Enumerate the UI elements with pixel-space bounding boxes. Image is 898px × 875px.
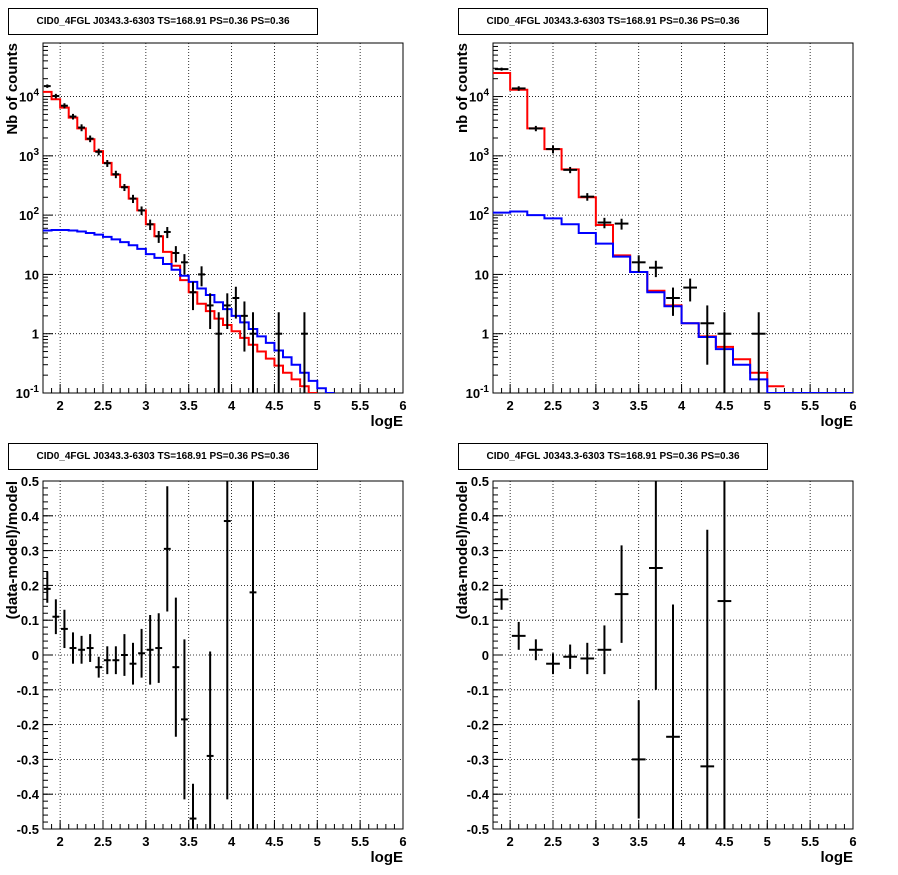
- x-tick-label: 6: [399, 834, 406, 849]
- y-tick-label: 0.3: [471, 544, 489, 559]
- y-tick-label: 104: [19, 88, 39, 105]
- y-tick-label: 10-1: [16, 384, 40, 401]
- x-tick-label: 3: [592, 834, 599, 849]
- plot-content: [493, 67, 853, 393]
- y-axis-label: nb of counts: [454, 43, 471, 133]
- y-tick-label: -0.3: [17, 752, 39, 767]
- y-tick-label: 0.2: [471, 578, 489, 593]
- y-tick-label: 10: [475, 267, 489, 282]
- x-tick-label: 5: [314, 398, 321, 413]
- x-tick-label: 3: [142, 834, 149, 849]
- y-tick-label: 0.5: [21, 474, 39, 489]
- chart-tr: 2 2.5 3 3.5 4 4.5 5 5.5 6 10-1 1 10 102 103 104 logE nb …: [454, 42, 857, 430]
- x-tick-label: 4: [228, 398, 236, 413]
- x-tick-label: 2.5: [544, 834, 562, 849]
- y-tick-label: 0.4: [471, 509, 490, 524]
- x-tick-label: 5: [764, 834, 771, 849]
- y-axis-label: (data-model)/model: [4, 481, 21, 619]
- x-axis-label: logE: [371, 413, 404, 430]
- plot-content: [43, 481, 257, 829]
- x-tick-label: 5.5: [351, 834, 369, 849]
- x-tick-label: 3: [142, 398, 149, 413]
- y-tick-label: 0.1: [471, 613, 489, 628]
- x-tick-label: 4: [228, 834, 236, 849]
- x-tick-label: 2: [57, 834, 64, 849]
- x-tick-label: 6: [399, 398, 406, 413]
- y-axis-label: Nb of counts: [4, 43, 21, 135]
- y-tick-label: -0.1: [467, 683, 489, 698]
- y-tick-label: 102: [469, 206, 489, 223]
- y-tick-label: 1: [32, 327, 39, 342]
- x-tick-label: 3.5: [630, 834, 648, 849]
- x-tick-label: 4.5: [265, 834, 283, 849]
- x-tick-label: 2.5: [544, 398, 562, 413]
- x-tick-label: 4.5: [715, 834, 733, 849]
- y-tick-label: 0.5: [471, 474, 489, 489]
- x-tick-label: 2: [507, 398, 514, 413]
- y-tick-label: 103: [469, 147, 489, 164]
- chart-title: CID0_4FGL J0343.3-6303 TS=168.91 PS=0.36…: [458, 443, 768, 470]
- x-tick-label: 2.5: [94, 398, 112, 413]
- y-tick-label: -0.3: [467, 752, 489, 767]
- chart-title: CID0_4FGL J0343.3-6303 TS=168.91 PS=0.36…: [8, 443, 318, 470]
- chart-title: CID0_4FGL J0343.3-6303 TS=168.91 PS=0.36…: [8, 8, 318, 35]
- x-axis-label: logE: [821, 413, 854, 430]
- chart-br: 2 2.5 3 3.5 4 4.5 5 5.5 6 -0.5 -0.4 -0.3 -0.2 -0.1 0 0.…: [454, 474, 857, 866]
- x-tick-label: 4: [678, 834, 686, 849]
- y-tick-label: 0.3: [21, 544, 39, 559]
- x-tick-label: 6: [849, 398, 856, 413]
- y-tick-label: 104: [469, 88, 489, 105]
- x-tick-label: 2.5: [94, 834, 112, 849]
- x-tick-label: 3.5: [180, 398, 198, 413]
- plot-content: [494, 481, 732, 829]
- plot-content: [43, 84, 335, 393]
- x-tick-label: 4.5: [715, 398, 733, 413]
- y-tick-label: -0.5: [17, 822, 39, 837]
- y-tick-label: 0: [482, 648, 489, 663]
- y-tick-label: 102: [19, 206, 39, 223]
- x-axis-label: logE: [821, 849, 854, 866]
- y-tick-label: 10-1: [466, 384, 490, 401]
- y-tick-label: 0: [32, 648, 39, 663]
- x-tick-label: 3.5: [180, 834, 198, 849]
- x-tick-label: 3.5: [630, 398, 648, 413]
- y-tick-label: 0.4: [21, 509, 40, 524]
- x-tick-label: 2: [57, 398, 64, 413]
- chart-bl: 2 2.5 3 3.5 4 4.5 5 5.5 6 -0.5 -0.4 -0.3 -0.2 -0.1 0 0.…: [4, 474, 407, 866]
- y-tick-label: -0.2: [467, 718, 489, 733]
- chart-tl: 2 2.5 3 3.5 4 4.5 5 5.5 6 10-1 1 10 102 103 104 logE Nb …: [4, 42, 407, 430]
- chart-title: CID0_4FGL J0343.3-6303 TS=168.91 PS=0.36…: [458, 8, 768, 35]
- x-tick-label: 4: [678, 398, 686, 413]
- y-tick-label: 10: [25, 267, 39, 282]
- x-axis-label: logE: [371, 849, 404, 866]
- x-tick-label: 5: [314, 834, 321, 849]
- y-tick-label: -0.4: [17, 787, 40, 802]
- model-step-line-background: [493, 210, 853, 393]
- y-tick-label: -0.5: [467, 822, 489, 837]
- y-tick-label: -0.1: [17, 683, 39, 698]
- model-step-line-background: [43, 229, 335, 393]
- x-tick-label: 2: [507, 834, 514, 849]
- x-tick-label: 4.5: [265, 398, 283, 413]
- x-tick-label: 3: [592, 398, 599, 413]
- x-tick-label: 5.5: [801, 398, 819, 413]
- y-tick-label: 103: [19, 147, 39, 164]
- y-tick-label: -0.4: [467, 787, 490, 802]
- plot-frame: [42, 42, 404, 394]
- x-tick-label: 5.5: [351, 398, 369, 413]
- x-tick-label: 6: [849, 834, 856, 849]
- y-tick-label: 1: [482, 327, 489, 342]
- x-tick-label: 5: [764, 398, 771, 413]
- y-tick-label: -0.2: [17, 718, 39, 733]
- x-tick-label: 5.5: [801, 834, 819, 849]
- y-tick-label: 0.2: [21, 578, 39, 593]
- y-tick-label: 0.1: [21, 613, 39, 628]
- y-axis-label: (data-model)/model: [454, 481, 471, 619]
